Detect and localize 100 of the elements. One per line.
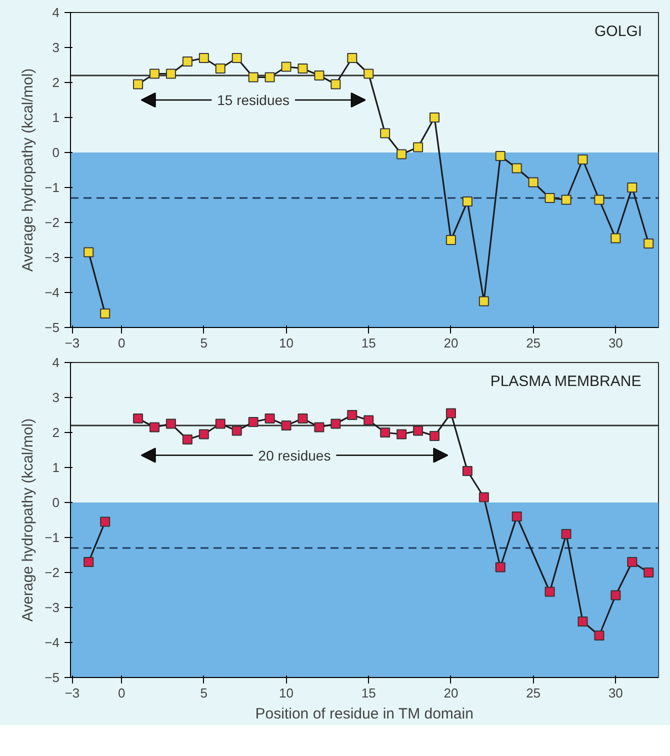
point [150,68,160,79]
point [644,568,654,578]
point [561,529,572,539]
point [150,422,160,432]
point [133,414,144,424]
point [133,79,144,90]
y-tick-label: −1 [44,530,60,545]
point [314,422,324,432]
point [430,112,440,122]
point [578,616,588,626]
y-tick-label: −2 [44,215,60,230]
point [561,194,572,205]
point [182,56,192,66]
x-tick-label: 20 [444,336,458,350]
y-tick-label: 4 [52,5,60,20]
x-tick-label: 30 [608,686,623,700]
point [478,492,489,502]
x-tick-label: 5 [200,686,208,700]
point [495,151,506,161]
point [248,417,258,427]
y-axis-title: Average hydropathy (kcal/mol) [20,68,37,272]
point [512,512,522,522]
point [380,428,390,438]
point [610,590,621,600]
point [627,182,638,192]
point [248,72,258,82]
y-tick-label: −1 [44,180,60,195]
y-tick-label: −2 [44,565,60,580]
y-tick-label: −3 [44,250,60,265]
x-tick-label: 5 [200,336,208,350]
x-tick-label: 15 [361,686,376,700]
point [281,420,292,430]
point [380,128,390,138]
point [314,70,324,80]
point [446,408,456,418]
x-tick-label: 10 [279,336,294,350]
point [512,163,522,174]
point [478,296,489,306]
point [298,64,308,74]
point [495,562,506,572]
x-tick-label: 20 [444,686,458,700]
y-tick-label: 4 [52,355,60,370]
point [84,557,94,567]
point [84,247,94,258]
y-tick-label: 0 [52,495,60,510]
point [430,431,440,441]
annotation: 20 residues [258,447,331,464]
y-axis-title: Average hydropathy (kcal/mol) [20,418,37,622]
point [594,194,604,205]
point [330,418,341,429]
point [232,53,242,63]
point [644,238,654,248]
point [347,53,358,63]
y-tick-label: 1 [52,460,60,475]
x-axis-title: Position of residue in TM domain [255,706,474,722]
point [100,516,110,527]
x-tick-label: 25 [526,686,541,700]
point [264,72,275,82]
point [364,415,374,426]
point [364,68,374,79]
point [198,53,209,63]
point [544,193,555,203]
point [215,64,226,74]
point [182,434,192,444]
point [232,426,242,436]
point [462,196,472,206]
point [578,154,588,164]
y-tick-label: −5 [44,670,60,685]
annotation: 15 residues [217,92,290,108]
x-tick-label: 0 [118,686,126,700]
y-tick-label: 3 [52,390,60,405]
point [215,418,226,429]
x-tick-label: −3 [64,336,80,350]
y-tick-label: 2 [52,425,60,440]
point [610,233,621,244]
y-tick-label: −4 [44,635,60,650]
point [446,235,456,245]
point [166,68,176,79]
y-tick-label: 2 [52,75,60,90]
point [347,410,358,420]
y-tick-label: 3 [52,40,60,55]
point [281,62,292,72]
text: PLASMA MEMBRANE [490,373,642,390]
y-tick-label: 0 [52,145,60,160]
x-tick-label: 15 [361,336,376,350]
point [298,414,308,424]
y-tick-label: −4 [44,285,60,300]
x-tick-label: −3 [64,686,80,700]
x-tick-label: 25 [526,336,541,350]
y-tick-label: 1 [52,110,60,125]
point [462,466,472,476]
x-tick-label: 30 [608,336,623,350]
point [264,414,275,424]
point [166,418,176,429]
x-tick-label: 0 [118,336,126,350]
text: GOLGI [594,23,642,40]
point [627,557,638,567]
x-tick-label: 10 [279,686,294,700]
point [594,630,604,640]
point [413,426,424,436]
